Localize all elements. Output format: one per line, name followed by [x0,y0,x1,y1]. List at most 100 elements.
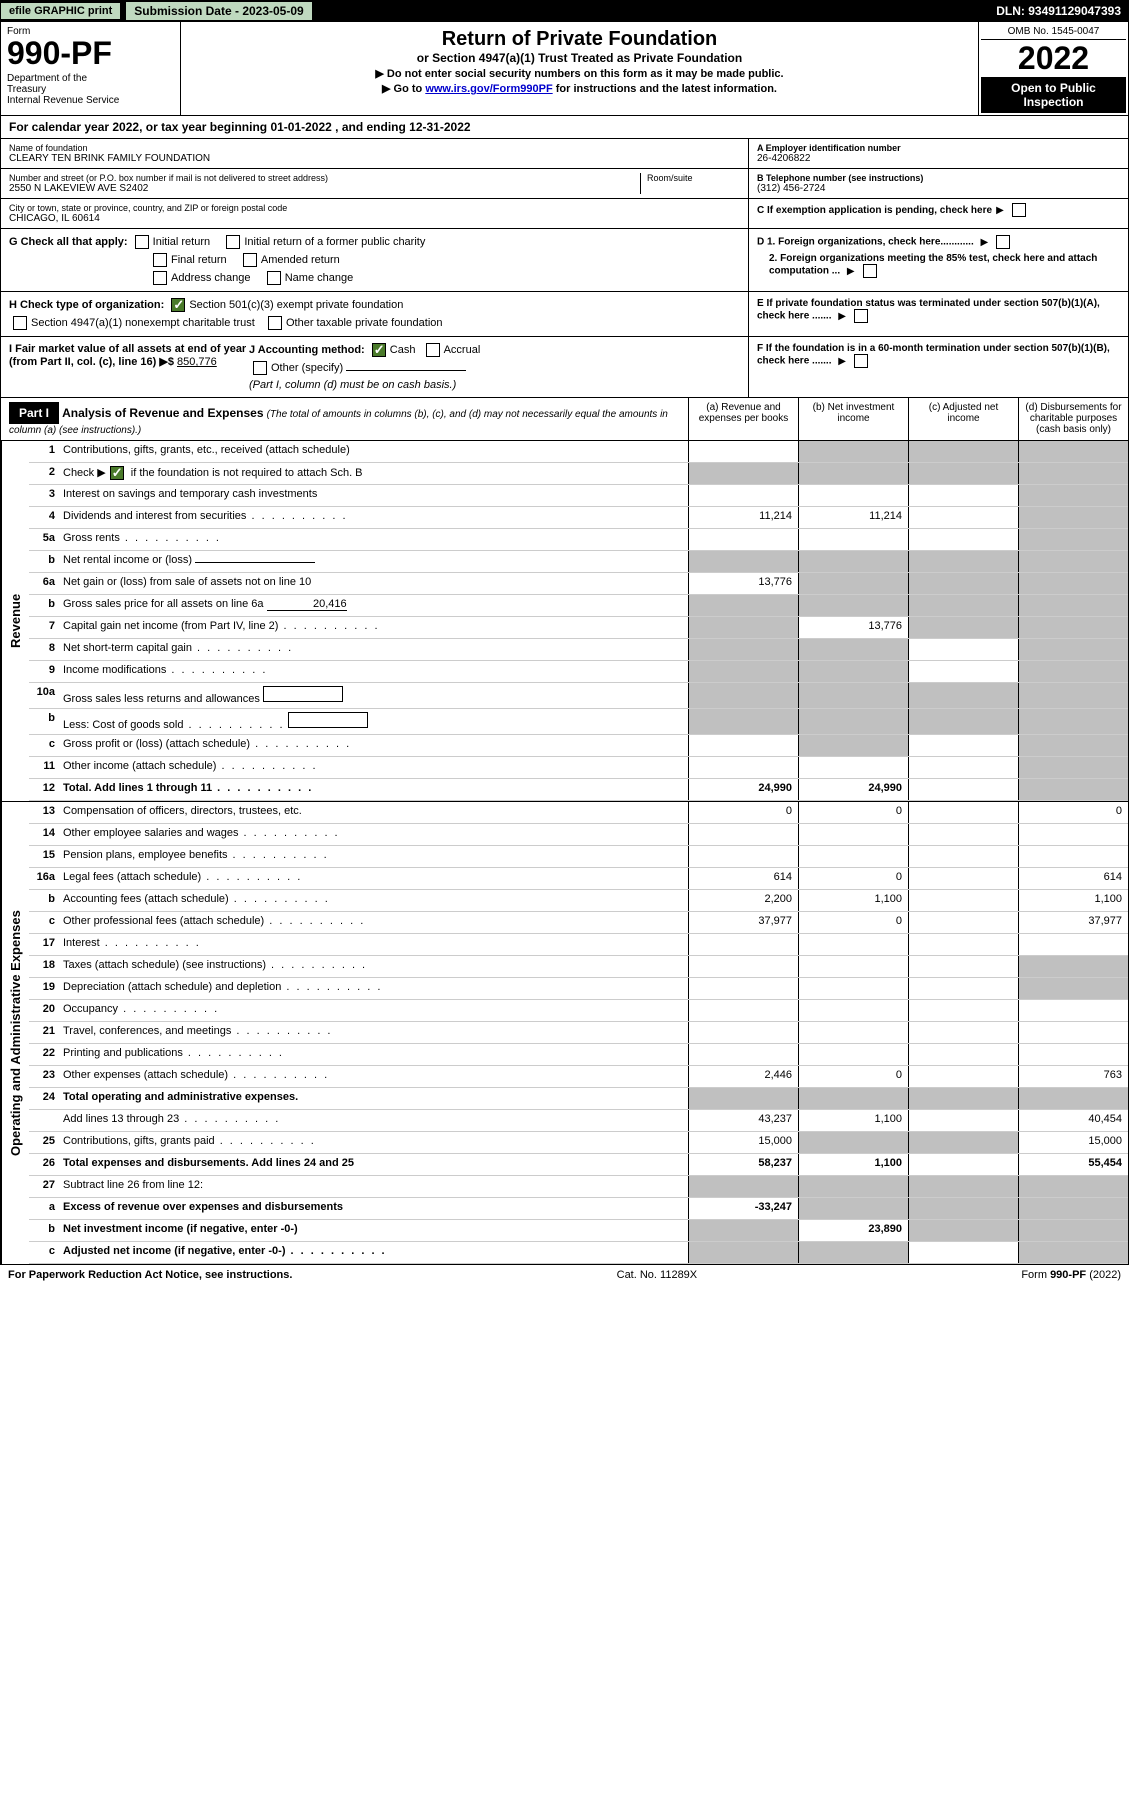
line-9: Income modifications [59,661,688,682]
tax-year: 2022 [981,40,1126,77]
line-10b: Less: Cost of goods sold [59,709,688,734]
schb-cb[interactable] [110,466,124,480]
final-return-cb[interactable] [153,253,167,267]
footer-mid: Cat. No. 11289X [617,1269,698,1281]
line-11: Other income (attach schedule) [59,757,688,778]
line-27a: Excess of revenue over expenses and disb… [59,1198,688,1219]
address: 2550 N LAKEVIEW AVE S2402 [9,183,640,194]
col-b-head: (b) Net investment income [798,398,908,440]
city-label: City or town, state or province, country… [9,203,740,213]
f-label: F If the foundation is in a 60-month ter… [757,343,1110,367]
line-26: Total expenses and disbursements. Add li… [59,1154,688,1175]
footer-left: For Paperwork Reduction Act Notice, see … [8,1269,292,1281]
501c3-cb[interactable] [171,298,185,312]
d2-cb[interactable] [863,264,877,278]
line-13: Compensation of officers, directors, tru… [59,802,688,823]
line-6a: Net gain or (loss) from sale of assets n… [59,573,688,594]
d1-cb[interactable] [996,235,1010,249]
exemption-label: C If exemption application is pending, c… [757,205,992,216]
address-change-cb[interactable] [153,271,167,285]
omb-number: OMB No. 1545-0047 [981,24,1126,40]
line-27b: Net investment income (if negative, ente… [59,1220,688,1241]
top-bar: efile GRAPHIC print Submission Date - 20… [0,0,1129,22]
4947-cb[interactable] [13,316,27,330]
j-label: J Accounting method: [249,344,365,356]
accrual-cb[interactable] [426,343,440,357]
part1-title: Analysis of Revenue and Expenses [62,406,263,420]
calendar-year: For calendar year 2022, or tax year begi… [0,116,1129,139]
line-14: Other employee salaries and wages [59,824,688,845]
fmv-value: 850,776 [177,356,217,368]
line-7: Capital gain net income (from Part IV, l… [59,617,688,638]
form-link[interactable]: www.irs.gov/Form990PF [425,83,552,95]
line-16c: Other professional fees (attach schedule… [59,912,688,933]
amended-cb[interactable] [243,253,257,267]
foundation-name: CLEARY TEN BRINK FAMILY FOUNDATION [9,153,740,164]
line-2: Check ▶ if the foundation is not require… [59,463,688,484]
expenses-label: Operating and Administrative Expenses [1,802,29,1264]
form-header: Form 990-PF Department of theTreasuryInt… [0,22,1129,116]
line-27: Subtract line 26 from line 12: [59,1176,688,1197]
line-22: Printing and publications [59,1044,688,1065]
other-acct-cb[interactable] [253,361,267,375]
line-17: Interest [59,934,688,955]
submission-date: Submission Date - 2023-05-09 [125,1,312,21]
revenue-label: Revenue [1,441,29,801]
line-25: Contributions, gifts, grants paid [59,1132,688,1153]
part1-header-row: Part I Analysis of Revenue and Expenses … [0,398,1129,441]
phone: (312) 456-2724 [757,183,1120,194]
initial-former-cb[interactable] [226,235,240,249]
line-1: Contributions, gifts, grants, etc., rece… [59,441,688,462]
form-title: Return of Private Foundation [187,28,972,51]
dln: DLN: 93491129047393 [988,2,1129,20]
line-6b: Gross sales price for all assets on line… [59,595,688,616]
g-label: G Check all that apply: [9,236,128,248]
col-a-head: (a) Revenue and expenses per books [688,398,798,440]
line-19: Depreciation (attach schedule) and deple… [59,978,688,999]
line-21: Travel, conferences, and meetings [59,1022,688,1043]
exemption-checkbox[interactable] [1012,203,1026,217]
line-16a: Legal fees (attach schedule) [59,868,688,889]
efile-button[interactable]: efile GRAPHIC print [0,2,121,20]
line-8: Net short-term capital gain [59,639,688,660]
checks-section: G Check all that apply: Initial return I… [0,229,1129,398]
line-5b: Net rental income or (loss) [59,551,688,572]
name-change-cb[interactable] [267,271,281,285]
h-label: H Check type of organization: [9,299,164,311]
line-12: Total. Add lines 1 through 11 [59,779,688,800]
j4-note: (Part I, column (d) must be on cash basi… [249,379,740,391]
expenses-table: Operating and Administrative Expenses 13… [0,802,1129,1265]
line-23: Other expenses (attach schedule) [59,1066,688,1087]
department: Department of theTreasuryInternal Revenu… [7,73,174,106]
footer: For Paperwork Reduction Act Notice, see … [0,1265,1129,1285]
cash-cb[interactable] [372,343,386,357]
f-cb[interactable] [854,354,868,368]
addr-label: Number and street (or P.O. box number if… [9,173,640,183]
line-10c: Gross profit or (loss) (attach schedule) [59,735,688,756]
room-label: Room/suite [647,173,740,183]
ein-label: A Employer identification number [757,143,1120,153]
open-public: Open to Public Inspection [981,77,1126,113]
line-20: Occupancy [59,1000,688,1021]
form-number: 990-PF [7,37,174,69]
part1-label: Part I [9,402,59,424]
line-4: Dividends and interest from securities [59,507,688,528]
name-label: Name of foundation [9,143,740,153]
instr-1: ▶ Do not enter social security numbers o… [187,67,972,80]
other-tax-cb[interactable] [268,316,282,330]
line-10a: Gross sales less returns and allowances [59,683,688,708]
col-d-head: (d) Disbursements for charitable purpose… [1018,398,1128,440]
ein: 26-4206822 [757,153,1120,164]
e-label: E If private foundation status was termi… [757,298,1100,322]
line-24b: Add lines 13 through 23 [59,1110,688,1131]
e-cb[interactable] [854,309,868,323]
d1-label: D 1. Foreign organizations, check here..… [757,237,974,248]
info-section: Name of foundation CLEARY TEN BRINK FAMI… [0,139,1129,229]
arrow-icon: ▶ [996,205,1004,216]
phone-label: B Telephone number (see instructions) [757,173,1120,183]
line-18: Taxes (attach schedule) (see instruction… [59,956,688,977]
line-15: Pension plans, employee benefits [59,846,688,867]
col-c-head: (c) Adjusted net income [908,398,1018,440]
revenue-table: Revenue 1Contributions, gifts, grants, e… [0,441,1129,802]
initial-return-cb[interactable] [135,235,149,249]
